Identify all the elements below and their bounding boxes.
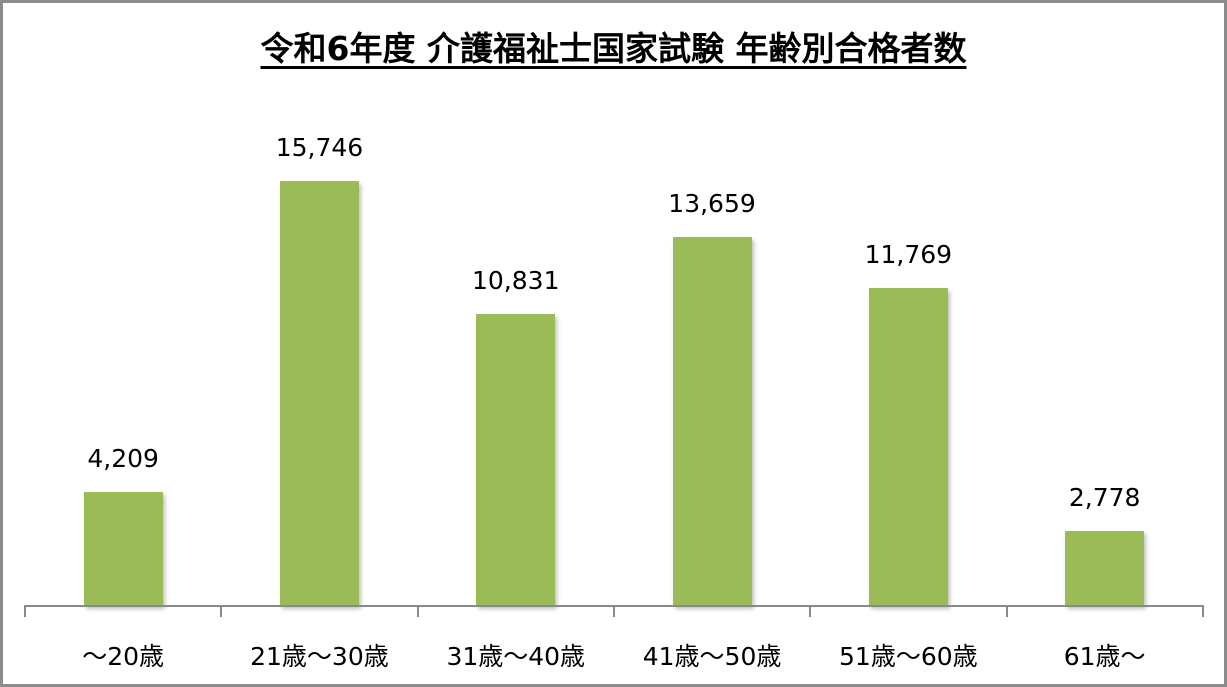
x-axis-tick (24, 605, 26, 617)
data-label: 11,769 (864, 240, 953, 270)
bar (83, 492, 163, 606)
x-axis-tick (809, 605, 812, 617)
bar (868, 288, 948, 606)
x-axis-label: 61歳～ (1063, 642, 1146, 671)
x-axis-label: 41歳～50歳 (642, 642, 782, 671)
bar (279, 181, 359, 606)
chart-title-text: 令和6年度 介護福祉士国家試験 年齢別合格者数 (260, 29, 967, 68)
data-label: 15,746 (275, 133, 364, 162)
data-label: 2,778 (1068, 483, 1141, 513)
bar (1065, 531, 1145, 606)
x-axis-tick (1201, 605, 1204, 617)
bar (476, 313, 556, 606)
x-axis-label: 21歳～30歳 (250, 642, 389, 671)
x-axis-label: 51歳～60歳 (839, 642, 978, 671)
x-axis-tick (1005, 605, 1008, 617)
data-label: 4,209 (87, 444, 159, 474)
chart-title: 令和6年度 介護福祉士国家試験 年齢別合格者数 (0, 22, 1227, 70)
data-label: 10,831 (472, 265, 560, 295)
bar (672, 237, 752, 606)
data-label: 13,659 (668, 189, 756, 219)
x-axis-label: ～20歳 (82, 642, 165, 671)
x-axis-tick (220, 605, 223, 617)
x-axis-tick (416, 605, 419, 617)
x-axis-tick (612, 605, 615, 617)
x-axis-label: 31歳～40歳 (446, 642, 586, 671)
